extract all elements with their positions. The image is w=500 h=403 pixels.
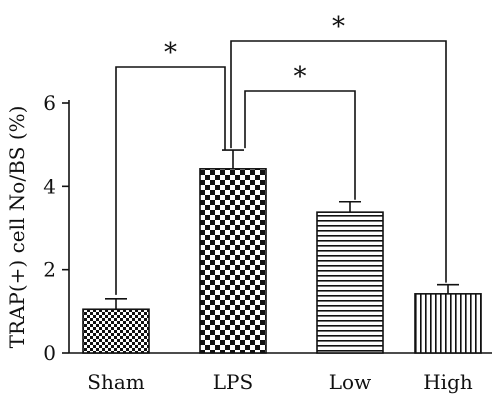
category-labels: Sham LPS Low High — [87, 370, 473, 394]
y-tick-label: 6 — [43, 91, 56, 115]
bar-sham — [82, 308, 150, 354]
significance-star: * — [294, 62, 307, 92]
y-tick-label: 2 — [43, 258, 56, 282]
significance-bracket — [115, 66, 226, 295]
bar-high — [414, 293, 482, 354]
x-category-label: Low — [329, 370, 371, 394]
x-category-label: Sham — [87, 370, 145, 394]
significance-star: * — [332, 12, 345, 42]
significance-bracket — [230, 40, 447, 283]
significance-bracket — [244, 90, 356, 200]
bar-low — [316, 211, 384, 354]
x-category-label: LPS — [213, 370, 253, 394]
significance-brackets: * * * — [115, 12, 447, 295]
error-bars — [105, 149, 459, 310]
significance-star: * — [164, 38, 177, 68]
y-axis-label: TRAP(+) cell No/BS (%) — [5, 106, 29, 349]
x-category-label: High — [423, 370, 473, 394]
bar-lps — [199, 168, 267, 354]
y-tick-label: 4 — [43, 174, 56, 198]
y-ticks: 0 2 4 6 — [43, 91, 69, 365]
y-tick-label: 0 — [43, 341, 56, 365]
bars — [82, 168, 482, 354]
